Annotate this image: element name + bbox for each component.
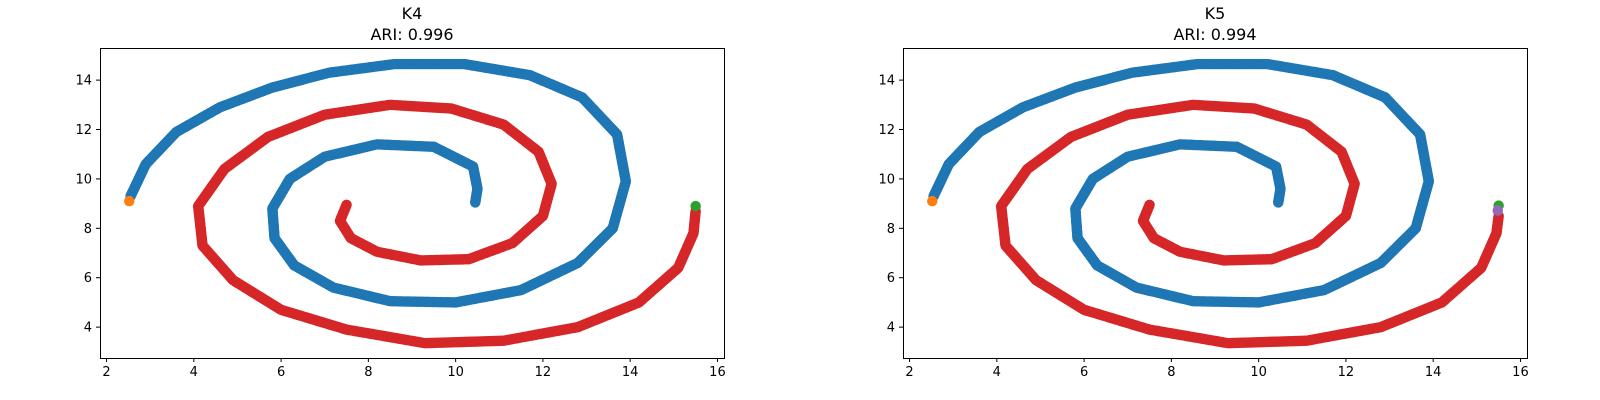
scatter-point bbox=[690, 200, 701, 212]
y-tick-label: 12 bbox=[75, 123, 92, 138]
y-tick-label: 8 bbox=[84, 222, 92, 237]
y-tick-label: 12 bbox=[878, 123, 895, 138]
subplot-k5: K5 ARI: 0.994 2 4 6 8 10 12 14 16 4 6 8 10 12 14 bbox=[878, 4, 1528, 380]
x-tick-label: 14 bbox=[622, 365, 639, 380]
x-tick-label: 4 bbox=[993, 365, 1001, 380]
x-tick-label: 2 bbox=[102, 365, 110, 380]
y-tick-label: 14 bbox=[878, 74, 895, 89]
x-tick-label: 16 bbox=[709, 365, 726, 380]
series-2 bbox=[927, 195, 938, 207]
x-tick-label: 6 bbox=[1080, 365, 1088, 380]
series-3 bbox=[690, 200, 701, 212]
y-tick-label: 6 bbox=[887, 271, 895, 286]
subplot-subtitle: ARI: 0.996 bbox=[370, 25, 453, 44]
x-tick-label: 8 bbox=[1167, 365, 1175, 380]
series-2 bbox=[124, 195, 135, 207]
y-tick-label: 10 bbox=[878, 172, 895, 187]
x-tick-label: 10 bbox=[447, 365, 464, 380]
subplot-subtitle: ARI: 0.994 bbox=[1173, 25, 1256, 44]
series-1 bbox=[995, 99, 1504, 349]
series-1 bbox=[192, 99, 701, 349]
scatter-point bbox=[124, 195, 135, 207]
scatter-point bbox=[470, 197, 481, 208]
scatter-point bbox=[1273, 197, 1284, 208]
subplot-title: K4 bbox=[402, 4, 423, 23]
x-tick-label: 12 bbox=[1338, 365, 1355, 380]
axes-frame bbox=[903, 48, 1528, 359]
scatter-point bbox=[1492, 205, 1503, 216]
x-tick-label: 8 bbox=[364, 365, 372, 380]
y-tick-label: 10 bbox=[75, 172, 92, 187]
axes-frame bbox=[100, 48, 725, 359]
subplot-title: K5 bbox=[1205, 4, 1226, 23]
series-4 bbox=[1492, 205, 1503, 216]
x-tick-label: 14 bbox=[1425, 365, 1442, 380]
x-tick-label: 12 bbox=[535, 365, 552, 380]
subplot-k4: K4 ARI: 0.996 2 4 6 8 10 12 14 16 4 6 8 10 12 14 bbox=[75, 4, 725, 380]
x-tick-label: 2 bbox=[905, 365, 913, 380]
y-tick-label: 4 bbox=[887, 321, 895, 336]
series-0 bbox=[928, 58, 1435, 308]
y-tick-label: 14 bbox=[75, 74, 92, 89]
x-tick-label: 10 bbox=[1250, 365, 1267, 380]
x-tick-label: 6 bbox=[277, 365, 285, 380]
series-0 bbox=[125, 58, 632, 308]
y-tick-label: 4 bbox=[84, 321, 92, 336]
x-tick-label: 4 bbox=[190, 365, 198, 380]
y-tick-label: 8 bbox=[887, 222, 895, 237]
y-tick-label: 6 bbox=[84, 271, 92, 286]
scatter-point bbox=[927, 195, 938, 207]
x-tick-label: 16 bbox=[1512, 365, 1529, 380]
